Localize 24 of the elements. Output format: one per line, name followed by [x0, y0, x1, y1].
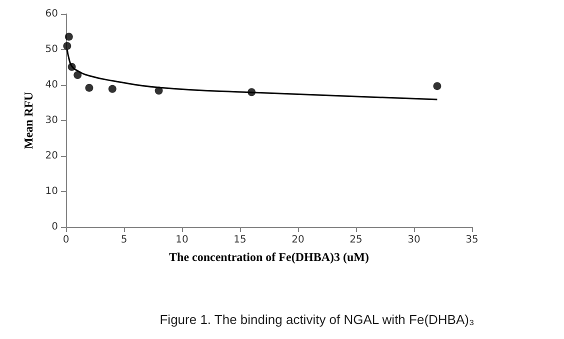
x-tick-label: 5: [120, 234, 128, 246]
y-tick-label: 30: [45, 115, 58, 126]
point: [108, 84, 116, 93]
x-tick-label: 10: [176, 234, 188, 246]
y-axis-title: Mean RFU: [21, 92, 36, 149]
y-tick-label: 40: [45, 80, 58, 90]
x-tick-label: 30: [408, 234, 420, 246]
point: [64, 32, 73, 41]
y-tick-label: 20: [45, 150, 58, 162]
y-tick-label: 50: [45, 44, 58, 55]
point: [63, 42, 72, 50]
x-axis-title: The concentration of Fe(DHBA)3 (uM): [169, 250, 369, 264]
x-tick-label: 15: [234, 234, 246, 246]
y-tick-label: 10: [45, 186, 58, 197]
x-tick-label: 25: [350, 234, 362, 246]
x-tick-label: 0: [62, 234, 70, 246]
x-tick-label: 20: [292, 234, 304, 246]
point: [433, 82, 442, 90]
y-tick-label: 0: [52, 222, 58, 232]
point: [74, 71, 82, 80]
text: Figure 1. The binding activity of NGAL with Fe(DHBA)₃: [160, 312, 474, 327]
point: [85, 84, 94, 92]
y-tick-label: 60: [45, 8, 58, 20]
x-tick-label: 35: [466, 234, 478, 246]
